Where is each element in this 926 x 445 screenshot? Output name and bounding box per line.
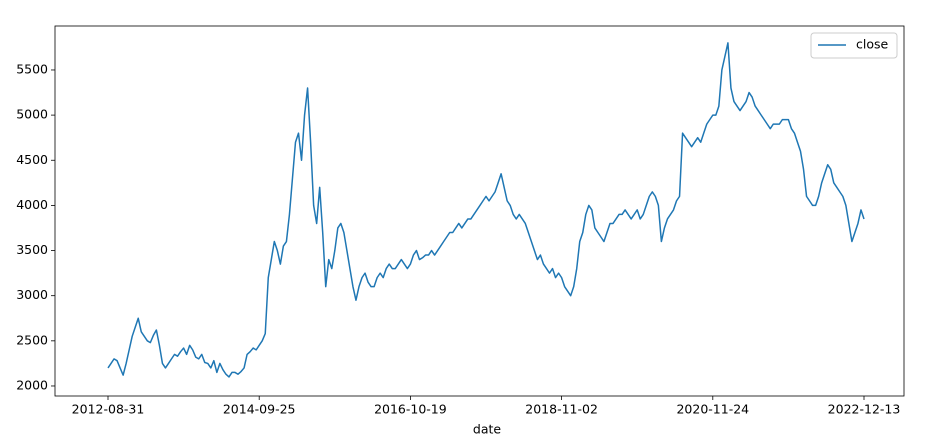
x-tick-label: 2018-11-02 <box>525 402 598 417</box>
legend-label: close <box>856 37 889 52</box>
y-tick-label: 4000 <box>16 197 48 212</box>
x-axis-label: date <box>473 422 501 437</box>
y-tick-label: 5000 <box>16 107 48 122</box>
y-tick-label: 3500 <box>16 242 48 257</box>
y-tick-label: 5500 <box>16 61 48 76</box>
line-series <box>107 42 865 378</box>
plot-frame <box>54 25 905 397</box>
x-tick-label: 2016-10-19 <box>374 402 447 417</box>
x-tick-label: 2022-12-13 <box>828 402 901 417</box>
x-tick-label: 2012-08-31 <box>72 402 145 417</box>
x-tick-label: 2020-11-24 <box>676 402 749 417</box>
legend: close <box>810 32 898 59</box>
y-tick-label: 2000 <box>16 377 48 392</box>
legend-box <box>810 32 898 59</box>
y-tick-label: 2500 <box>16 332 48 347</box>
y-tick-label: 4500 <box>16 152 48 167</box>
x-tick-label: 2014-09-25 <box>223 402 296 417</box>
y-tick-label: 3000 <box>16 287 48 302</box>
